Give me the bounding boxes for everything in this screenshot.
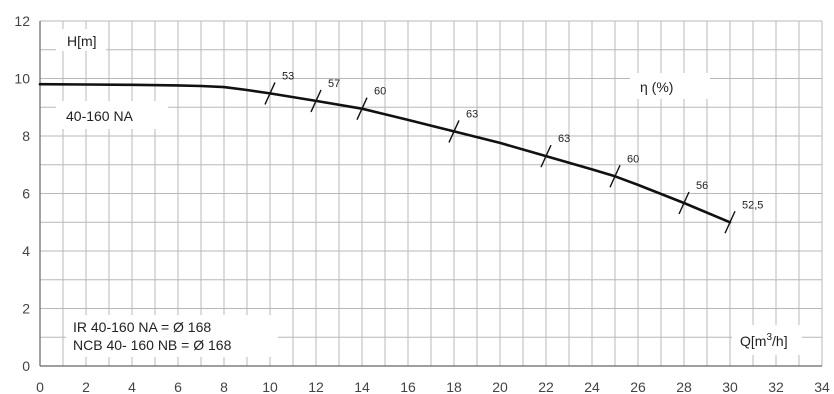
- x-tick-label: 26: [630, 379, 646, 394]
- ylabel-bg: [56, 29, 106, 51]
- efficiency-tick: [609, 164, 621, 188]
- x-tick-label: 4: [128, 379, 136, 394]
- x-tick-label: 32: [768, 379, 784, 394]
- notes-bg: [66, 315, 278, 357]
- y-tick-label: 0: [22, 358, 30, 374]
- axes: [39, 21, 822, 367]
- x-tick-label: 12: [308, 379, 324, 394]
- x-axis-label: Q[m3/h]: [740, 332, 788, 349]
- efficiency-tick: [356, 97, 368, 120]
- efficiency-label: 60: [627, 153, 639, 165]
- y-tick-label: 10: [14, 71, 30, 87]
- efficiency-axis-label: η (%): [640, 79, 673, 95]
- efficiency-marks: 53 57 60 63 63 60 56 52,5: [264, 70, 763, 234]
- efficiency-tick: [448, 120, 460, 143]
- efficiency-tick: [310, 89, 322, 113]
- x-tick-label: 10: [262, 379, 278, 394]
- x-tick-label: 8: [220, 379, 228, 394]
- x-tick-label: 14: [354, 379, 370, 394]
- x-tick-label: 16: [400, 379, 416, 394]
- note-line-1: IR 40-160 NA = Ø 168: [73, 319, 211, 335]
- x-tick-label: 20: [492, 379, 508, 394]
- efficiency-label: 57: [328, 78, 340, 90]
- efficiency-label: 63: [558, 133, 570, 145]
- efficiency-label: 63: [466, 108, 478, 120]
- efficiency-tick: [724, 210, 736, 234]
- efficiency-label: 52,5: [742, 199, 763, 211]
- x-tick-label: 24: [584, 379, 600, 394]
- x-tick-label: 28: [676, 379, 692, 394]
- efficiency-label: 56: [696, 180, 708, 192]
- model-label: 40-160 NA: [66, 108, 134, 124]
- model-label-bg: [56, 101, 168, 129]
- efficiency-label: 60: [374, 86, 386, 98]
- y-tick-label: 8: [22, 128, 30, 144]
- x-tick-label: 0: [36, 379, 44, 394]
- x-axis-label-bg: [732, 325, 802, 355]
- y-axis-label: H[m]: [67, 33, 97, 49]
- x-tick-label: 2: [82, 379, 90, 394]
- y-tick-label: 12: [14, 13, 30, 29]
- x-tick-label: 6: [174, 379, 182, 394]
- y-tick-label: 6: [22, 186, 30, 202]
- efficiency-tick: [540, 144, 552, 168]
- efficiency-tick: [678, 191, 690, 215]
- note-line-2: NCB 40- 160 NB = Ø 168: [73, 337, 232, 353]
- efficiency-label: 53: [282, 70, 294, 82]
- x-tick-label: 22: [538, 379, 554, 394]
- efficiency-axis-label-bg: [630, 73, 710, 99]
- x-tick-label: 34: [814, 379, 830, 394]
- y-tick-label: 2: [22, 301, 30, 317]
- x-tick-label: 30: [722, 379, 738, 394]
- grid: [39, 20, 823, 367]
- y-tick-label: 4: [22, 243, 30, 259]
- efficiency-tick: [264, 82, 276, 105]
- x-tick-label: 18: [446, 379, 462, 394]
